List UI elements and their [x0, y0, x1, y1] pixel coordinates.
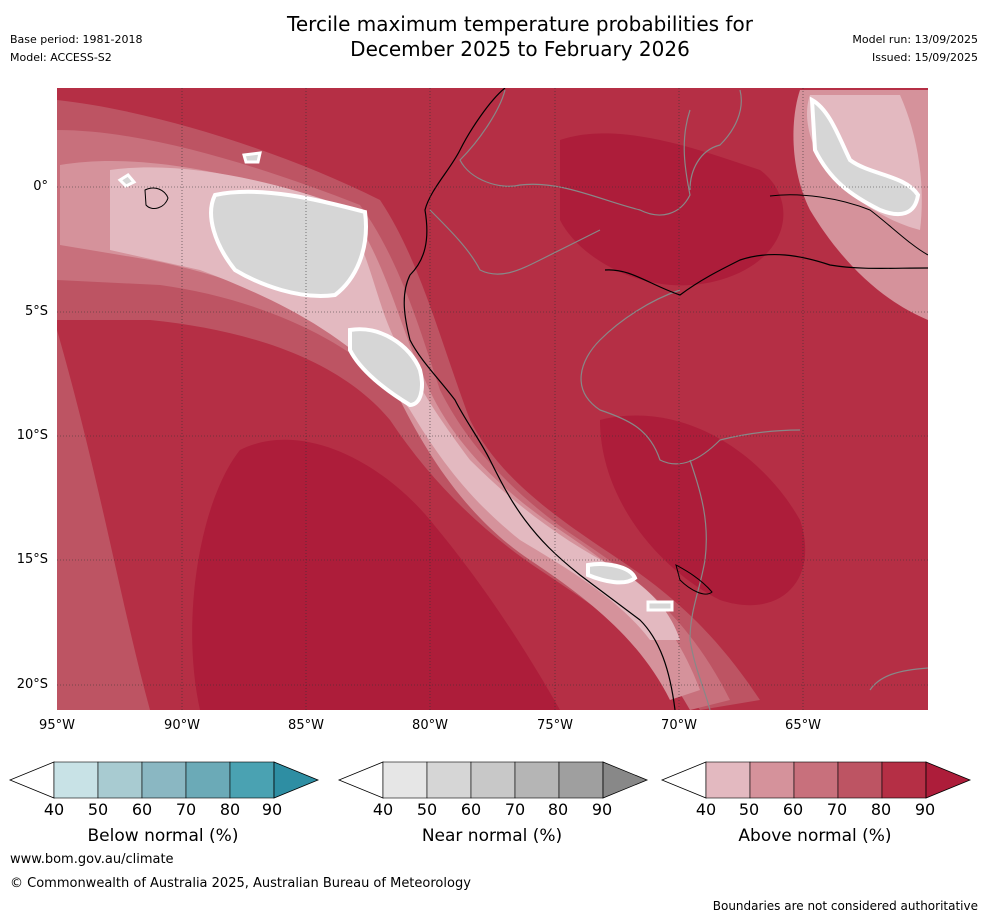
colorbar-above-normal: [660, 761, 972, 799]
x-tick-4: 75°W: [537, 718, 573, 733]
near-normal-patch-4: [586, 562, 638, 585]
issued-date: Issued: 15/09/2025: [871, 51, 978, 64]
copyright-text: © Commonwealth of Australia 2025, Austra…: [10, 876, 471, 891]
colorbar-0-bin-1: [97, 761, 143, 799]
cbar0-tick-0: 40: [43, 800, 65, 819]
boundary-disclaimer: Boundaries are not considered authoritat…: [712, 899, 978, 913]
x-tick-5: 70°W: [661, 718, 697, 733]
cbar0-tick-3: 70: [175, 800, 197, 819]
probability-field: [57, 88, 928, 710]
colorbar-0-bin-3: [185, 761, 231, 799]
colorbar-below-normal: [8, 761, 320, 799]
colorbar-label-above: Above normal (%): [738, 826, 892, 846]
model-name: Model: ACCESS-S2: [10, 51, 112, 64]
cbar1-tick-2: 60: [460, 800, 482, 819]
colorbar-1-bin-1: [426, 761, 472, 799]
title-line-2: December 2025 to February 2026: [350, 37, 690, 61]
meta-right: Model run: 13/09/2025 Issued: 15/09/2025: [852, 31, 978, 67]
cbar1-tick-1: 50: [416, 800, 438, 819]
cbar1-tick-4: 80: [547, 800, 569, 819]
colorbar-0-bin-2: [141, 761, 187, 799]
cbar1-tick-3: 70: [504, 800, 526, 819]
colorbar-2-bin-4: [881, 761, 927, 799]
colorbar-1-low-extend: [337, 761, 384, 799]
colorbar-1-high-extend: [602, 761, 649, 799]
colorbar-1-bin-0: [382, 761, 428, 799]
meta-left: Base period: 1981-2018 Model: ACCESS-S2: [10, 31, 142, 67]
lake-titicaca: [675, 563, 713, 595]
cbar0-tick-5: 90: [261, 800, 283, 819]
y-tick-4: 20°S: [16, 677, 48, 692]
model-run: Model run: 13/09/2025: [852, 33, 978, 46]
colorbar-0-bin-4: [229, 761, 275, 799]
cbar2-tick-4: 80: [870, 800, 892, 819]
near-normal-patch-6: [242, 151, 262, 164]
coastline-pacific: [403, 88, 676, 710]
field-core-interior: [600, 415, 806, 606]
y-tick-2: 10°S: [16, 428, 48, 443]
x-tick-2: 85°W: [288, 718, 324, 733]
base-period: Base period: 1981-2018: [10, 33, 143, 46]
colorbar-0-high-extend: [273, 761, 320, 799]
cbar2-tick-2: 60: [782, 800, 804, 819]
border-peru-bolivia: [580, 289, 801, 465]
cbar2-tick-0: 40: [695, 800, 717, 819]
y-tick-3: 15°S: [16, 552, 48, 567]
field-core-ocean: [192, 439, 560, 710]
near-normal-patch-1: [209, 189, 368, 298]
x-tick-6: 65°W: [785, 718, 821, 733]
colorbar-label-below: Below normal (%): [87, 826, 239, 846]
colorbar-2-low-extend: [660, 761, 707, 799]
colorbar-1-bin-4: [558, 761, 604, 799]
cbar2-tick-5: 90: [914, 800, 936, 819]
cbar0-tick-2: 60: [131, 800, 153, 819]
colorbar-2-bin-3: [837, 761, 883, 799]
website-link[interactable]: www.bom.gov.au/climate: [10, 852, 174, 867]
y-tick-0: 0°: [33, 179, 48, 194]
field-west-band: [57, 330, 150, 710]
amazon-river: [604, 253, 928, 296]
cbar1-tick-5: 90: [591, 800, 613, 819]
cbar0-tick-4: 80: [219, 800, 241, 819]
field-tongue-50: [60, 161, 700, 701]
x-tick-3: 80°W: [412, 718, 448, 733]
colorbar-2-bin-2: [793, 761, 839, 799]
field-core-amazon: [560, 133, 784, 286]
title-line-1: Tercile maximum temperature probabilitie…: [287, 12, 753, 36]
colorbar-label-near: Near normal (%): [421, 826, 563, 846]
x-tick-0: 95°W: [39, 718, 75, 733]
cbar0-tick-1: 50: [87, 800, 109, 819]
colorbar-1-bin-3: [514, 761, 560, 799]
latitude-lines: [57, 186, 928, 686]
galapagos-island: [144, 187, 169, 209]
cbar2-tick-3: 70: [826, 800, 848, 819]
border-colombia: [459, 89, 691, 216]
colorbar-near-normal: [337, 761, 649, 799]
near-normal-patch-7: [117, 173, 137, 188]
near-normal-patch-3: [809, 96, 921, 217]
colorbar-1-bin-2: [470, 761, 516, 799]
x-tick-1: 90°W: [164, 718, 200, 733]
river-north: [769, 194, 928, 256]
border-venezuela: [689, 89, 742, 191]
y-tick-1: 5°S: [24, 304, 48, 319]
border-ecuador-peru: [429, 209, 601, 275]
colorbar-2-bin-1: [749, 761, 795, 799]
map-title: Tercile maximum temperature probabilitie…: [0, 12, 988, 62]
colorbar-2-high-extend: [925, 761, 972, 799]
colorbar-2-bin-0: [705, 761, 751, 799]
border-paraguay: [869, 667, 928, 691]
colorbar-0-bin-0: [53, 761, 99, 799]
cbar2-tick-1: 50: [738, 800, 760, 819]
field-tongue-40: [110, 167, 680, 641]
near-normal-patch-2: [348, 327, 424, 408]
near-normal-patch-5: [646, 600, 674, 612]
colorbar-0-low-extend: [8, 761, 55, 799]
cbar1-tick-0: 40: [372, 800, 394, 819]
